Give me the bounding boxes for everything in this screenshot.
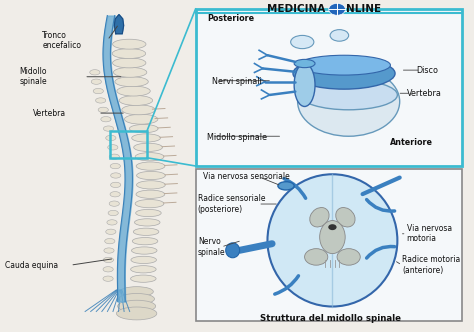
Text: NLINE: NLINE (346, 4, 382, 14)
Ellipse shape (110, 163, 120, 169)
Ellipse shape (136, 162, 165, 170)
Ellipse shape (93, 88, 103, 94)
Text: MEDICINA: MEDICINA (267, 4, 326, 14)
Text: Nervi spinali: Nervi spinali (212, 77, 262, 86)
Ellipse shape (104, 248, 114, 253)
Ellipse shape (137, 171, 165, 180)
Ellipse shape (300, 80, 397, 110)
Ellipse shape (226, 243, 240, 258)
Text: Radice sensoriale
(posteriore): Radice sensoriale (posteriore) (198, 194, 265, 214)
Ellipse shape (91, 79, 101, 84)
Ellipse shape (103, 257, 114, 263)
Ellipse shape (132, 237, 158, 245)
Text: Anteriore: Anteriore (391, 138, 433, 147)
Ellipse shape (294, 63, 315, 107)
Text: Tronco
encefalico: Tronco encefalico (43, 31, 82, 50)
Ellipse shape (110, 182, 121, 188)
Ellipse shape (106, 135, 116, 141)
Ellipse shape (137, 181, 165, 189)
FancyBboxPatch shape (196, 169, 462, 321)
Ellipse shape (101, 117, 111, 122)
Ellipse shape (294, 59, 315, 68)
Text: Via nervosa
motoria: Via nervosa motoria (407, 224, 452, 243)
Ellipse shape (105, 238, 115, 244)
Ellipse shape (110, 192, 120, 197)
Ellipse shape (336, 208, 355, 227)
Ellipse shape (109, 201, 119, 206)
Ellipse shape (131, 247, 157, 254)
Ellipse shape (119, 96, 153, 105)
Ellipse shape (330, 30, 349, 41)
Ellipse shape (112, 58, 146, 68)
Text: Vertebra: Vertebra (33, 109, 66, 118)
Ellipse shape (110, 173, 121, 178)
Ellipse shape (120, 287, 153, 296)
Ellipse shape (134, 143, 163, 151)
Text: Via nervosa sensoriale: Via nervosa sensoriale (202, 172, 289, 181)
Ellipse shape (112, 48, 146, 58)
Text: Midollo spinale: Midollo spinale (207, 133, 267, 142)
Ellipse shape (90, 70, 100, 75)
Ellipse shape (106, 229, 116, 234)
Ellipse shape (132, 134, 161, 142)
Ellipse shape (298, 67, 400, 136)
Ellipse shape (298, 55, 391, 75)
Ellipse shape (130, 275, 156, 282)
Ellipse shape (107, 220, 117, 225)
Ellipse shape (131, 266, 156, 273)
Ellipse shape (103, 276, 113, 281)
Text: Nervo
spinale: Nervo spinale (198, 237, 226, 257)
Text: Vertebra: Vertebra (407, 89, 441, 98)
Ellipse shape (291, 36, 314, 48)
Ellipse shape (98, 107, 109, 113)
Ellipse shape (135, 200, 164, 208)
Circle shape (328, 224, 337, 230)
Ellipse shape (103, 267, 113, 272)
Ellipse shape (267, 174, 397, 306)
Circle shape (328, 3, 346, 15)
Ellipse shape (278, 182, 294, 190)
Ellipse shape (136, 190, 165, 199)
Ellipse shape (133, 228, 159, 235)
Ellipse shape (109, 154, 119, 159)
Ellipse shape (319, 220, 345, 254)
Ellipse shape (108, 210, 118, 216)
Ellipse shape (135, 219, 160, 226)
Text: Disco: Disco (416, 66, 438, 75)
Text: Cauda equina: Cauda equina (5, 261, 58, 270)
Ellipse shape (118, 300, 155, 312)
Ellipse shape (117, 307, 157, 320)
Text: Radice motoria
(anteriore): Radice motoria (anteriore) (402, 256, 460, 275)
Ellipse shape (113, 67, 147, 77)
Ellipse shape (119, 293, 155, 304)
Text: Midollo
spinale: Midollo spinale (19, 67, 47, 86)
Ellipse shape (115, 77, 148, 87)
Ellipse shape (337, 249, 360, 265)
Ellipse shape (129, 124, 158, 133)
Text: Posteriore: Posteriore (207, 14, 254, 23)
Ellipse shape (96, 98, 106, 103)
Ellipse shape (108, 145, 118, 150)
Ellipse shape (136, 209, 161, 217)
Text: Struttura del midollo spinale: Struttura del midollo spinale (260, 314, 401, 323)
Ellipse shape (113, 39, 146, 49)
Ellipse shape (305, 249, 328, 265)
Ellipse shape (122, 105, 155, 115)
Ellipse shape (293, 58, 395, 89)
Ellipse shape (310, 208, 329, 227)
Ellipse shape (131, 256, 156, 264)
Ellipse shape (103, 126, 114, 131)
Ellipse shape (135, 153, 164, 161)
Ellipse shape (117, 86, 150, 96)
Polygon shape (114, 15, 124, 34)
FancyBboxPatch shape (196, 9, 462, 166)
Ellipse shape (125, 114, 158, 124)
